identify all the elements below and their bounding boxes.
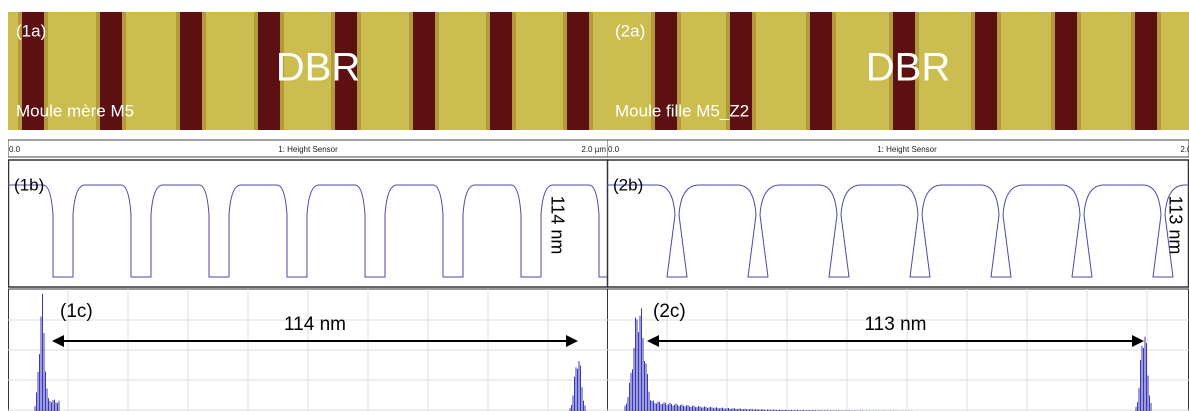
- image-caption: Moule mère M5: [16, 101, 134, 120]
- scale-bar: [607, 139, 1189, 158]
- stripe: [258, 12, 280, 130]
- stripe: [655, 12, 677, 130]
- histogram-label: (2c): [653, 301, 686, 322]
- panel-left: (1a) DBR Moule mère M5 0.0 1: Height Sensor 2…: [8, 0, 608, 411]
- image-title: DBR: [276, 46, 360, 90]
- panel-right: (2a) DBR Moule fille M5_Z2 0.0 1: Height Sen…: [607, 0, 1189, 411]
- stripe: [975, 12, 997, 130]
- arrow-head-left: [647, 335, 659, 347]
- profile-label: (1b): [14, 175, 44, 194]
- profile-line: [8, 184, 608, 278]
- scale-channel: 1: Height Sensor: [877, 145, 937, 154]
- scale-bar: [8, 139, 608, 158]
- profile-height: 113 nm: [1165, 196, 1185, 255]
- stripe: [100, 12, 122, 130]
- stripe: [180, 12, 202, 130]
- profile-label: (2b): [613, 175, 643, 194]
- image-label: (1a): [16, 21, 46, 40]
- image-label: (2a): [615, 21, 645, 40]
- arrow-head-left: [52, 335, 64, 347]
- stripe: [893, 12, 915, 130]
- histogram-distance: 114 nm: [284, 314, 346, 335]
- image-title: DBR: [866, 46, 950, 90]
- stripe: [22, 12, 44, 130]
- profile-height: 114 nm: [547, 196, 567, 255]
- image-caption: Moule fille M5_Z2: [615, 101, 749, 120]
- arrow-head-right: [566, 335, 578, 347]
- stripe: [810, 12, 832, 130]
- scale-channel: 1: Height Sensor: [278, 145, 338, 154]
- panel-svg: (2a) DBR Moule fille M5_Z2 0.0 1: Height Sen…: [607, 12, 1189, 411]
- scale-end: 2.0 µm: [1180, 145, 1189, 154]
- scale-start: 0.0: [608, 145, 620, 154]
- stripe: [1055, 12, 1077, 130]
- profile-frame: [607, 159, 1189, 288]
- stripe: [335, 12, 357, 130]
- stripe: [413, 12, 435, 130]
- scale-end: 2.0 µm: [581, 145, 606, 154]
- histogram-label: (1c): [60, 301, 93, 322]
- panel-svg: (1a) DBR Moule mère M5 0.0 1: Height Sensor 2…: [8, 12, 608, 411]
- stripe: [1135, 12, 1157, 130]
- profile-line: [607, 184, 1189, 278]
- arrow-head-right: [1132, 335, 1144, 347]
- histogram-distance: 113 nm: [865, 314, 927, 335]
- stripe: [730, 12, 752, 130]
- profile-frame: [8, 159, 608, 288]
- stripe: [567, 12, 589, 130]
- scale-start: 0.0: [9, 145, 21, 154]
- stripe: [490, 12, 512, 130]
